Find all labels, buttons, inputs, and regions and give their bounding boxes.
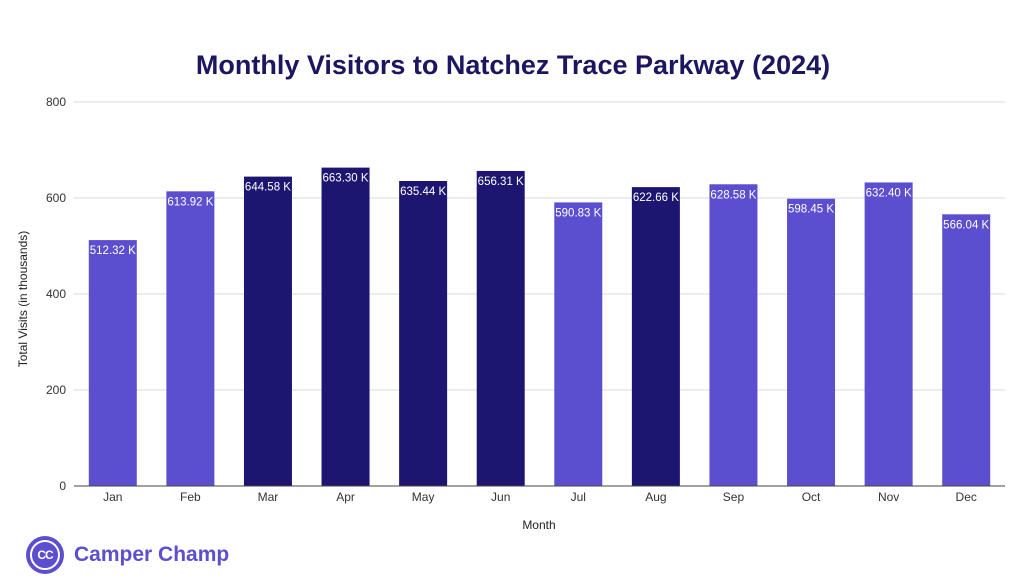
y-tick-label: 600	[46, 191, 66, 205]
x-tick-label: Jun	[491, 490, 510, 504]
x-tick-label: Mar	[258, 490, 279, 504]
x-tick-label: Nov	[878, 490, 899, 504]
brand-name: Camper Champ	[74, 543, 230, 566]
x-tick-label: Feb	[180, 490, 201, 504]
bar-oct	[787, 198, 836, 486]
bar-jul	[554, 202, 603, 486]
y-tick-label: 0	[59, 479, 66, 493]
data-label: 512.32 K	[90, 245, 136, 257]
data-label: 656.31 K	[478, 176, 524, 188]
data-label: 644.58 K	[245, 182, 291, 194]
x-tick-label: May	[412, 490, 435, 504]
y-tick-label: 200	[46, 383, 66, 397]
y-axis-ticks: 0 200 400 600 800	[46, 95, 66, 493]
bars	[88, 167, 991, 487]
gridlines	[74, 101, 1005, 391]
bar-sep	[709, 184, 758, 486]
bar-dec	[942, 214, 991, 487]
logo-monogram: CC	[30, 540, 60, 570]
data-label: 663.30 K	[323, 173, 369, 185]
data-label: 598.45 K	[788, 204, 834, 216]
camper-champ-logo-icon: CC	[26, 536, 64, 574]
data-label: 622.66 K	[633, 192, 679, 204]
data-label: 590.83 K	[555, 207, 601, 219]
x-tick-label: Aug	[645, 490, 666, 504]
data-label: 566.04 K	[943, 219, 989, 231]
x-axis-ticks: Jan Feb Mar Apr May Jun Jul Aug Sep Oct Nov Dec	[103, 490, 977, 504]
data-labels: 512.32 K 613.92 K 644.58 K 663.30 K 635.44 K…	[90, 173, 990, 257]
bar-mar	[243, 176, 292, 486]
x-tick-label: Dec	[956, 490, 977, 504]
bar-jan	[88, 240, 137, 486]
x-tick-label: Jan	[103, 490, 122, 504]
bar-jun	[476, 170, 525, 487]
data-label: 613.92 K	[167, 196, 213, 208]
bar-may	[399, 180, 448, 486]
data-label: 632.40 K	[866, 187, 912, 199]
bar-nov	[864, 182, 913, 486]
x-tick-label: Oct	[802, 490, 821, 504]
chart-title: Monthly Visitors to Natchez Trace Parkwa…	[196, 50, 830, 80]
x-tick-label: Sep	[723, 490, 745, 504]
y-tick-label: 800	[46, 95, 66, 109]
x-tick-label: Jul	[571, 490, 586, 504]
brand-footer: CC Camper Champ	[26, 535, 229, 575]
bar-feb	[166, 191, 215, 486]
y-axis-title: Total Visits (in thousands)	[16, 231, 30, 368]
x-axis-title: Month	[522, 518, 555, 530]
y-tick-label: 400	[46, 287, 66, 301]
data-label: 635.44 K	[400, 186, 446, 198]
x-tick-label: Apr	[336, 490, 355, 504]
bar-apr	[321, 167, 370, 486]
bar-chart: Monthly Visitors to Natchez Trace Parkwa…	[16, 50, 1005, 530]
bar-aug	[631, 187, 680, 486]
data-label: 628.58 K	[710, 189, 756, 201]
